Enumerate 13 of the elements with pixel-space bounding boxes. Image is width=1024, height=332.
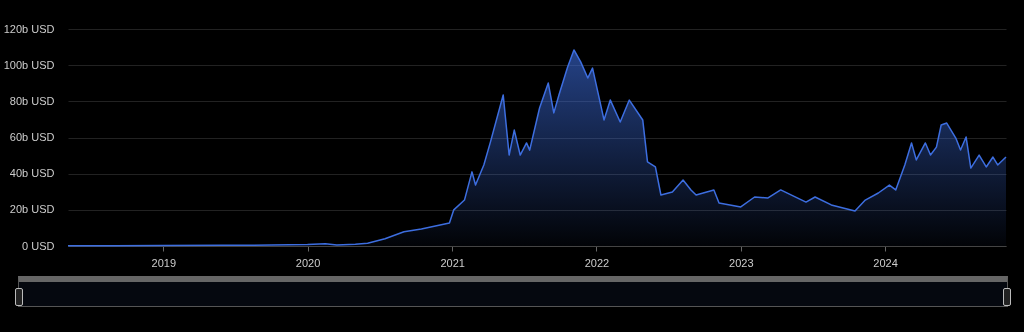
x-tick-label: 2020 [295, 256, 321, 269]
x-tick-label: 2024 [873, 256, 898, 269]
y-tick-label: 120b USD [3, 22, 55, 35]
x-tick-label: 2019 [151, 256, 176, 269]
y-tick-label: 80b USD [9, 94, 55, 107]
y-tick-label: 20b USD [9, 203, 55, 216]
x-tick-label: 2021 [440, 256, 465, 269]
y-tick-label: 100b USD [3, 58, 55, 71]
y-tick-label: 0 USD [22, 239, 55, 252]
x-tick-label: 2023 [729, 256, 754, 269]
y-tick-label: 40b USD [9, 167, 55, 180]
y-tick-label: 60b USD [9, 131, 55, 143]
x-tick-label: 2022 [584, 256, 610, 269]
